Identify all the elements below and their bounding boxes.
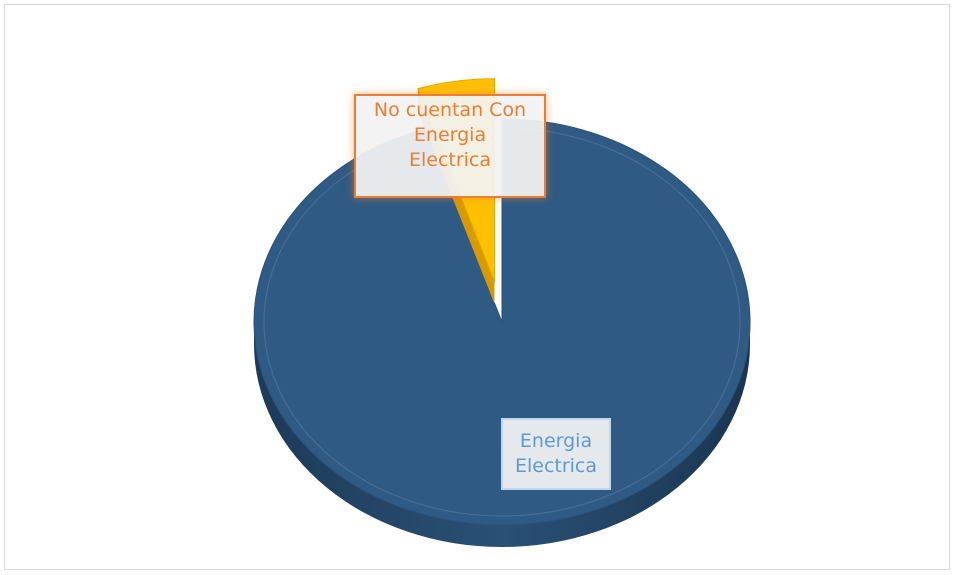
data-label-electricity: Energia Electrica	[501, 418, 611, 490]
data-label-line: Electrica	[408, 149, 492, 171]
data-label-line: Energia	[413, 124, 487, 146]
data-label-line: No cuentan Con	[373, 99, 527, 121]
data-label-line: Electrica	[514, 455, 598, 477]
slice-energia-electrica	[253, 118, 751, 526]
slice-bevel-energia-electrica	[263, 127, 741, 517]
data-label-no-electricity: No cuentan Con Energia Electrica	[354, 94, 546, 198]
data-label-line: Energia	[519, 430, 593, 452]
